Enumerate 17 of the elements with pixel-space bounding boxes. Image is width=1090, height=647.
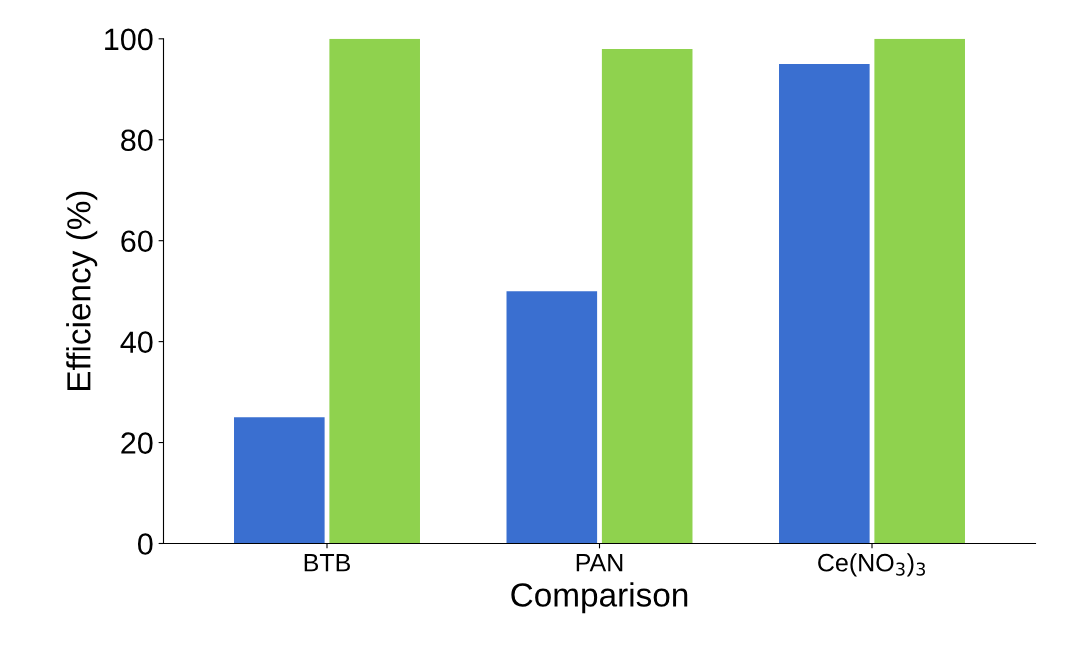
bar — [234, 417, 325, 544]
y-tick-label: 80 — [121, 129, 153, 152]
y-tick-label: 40 — [120, 331, 153, 353]
x-tick-label: Ce(NO$_{3}$)$_{3}$ — [818, 553, 926, 577]
y-tick-label: 100 — [105, 28, 153, 51]
x-axis-title: Comparison — [511, 582, 688, 614]
bar — [506, 291, 598, 544]
y-tick-label: 60 — [121, 230, 153, 253]
y-tick-label: 20 — [121, 432, 153, 454]
y-tick-label: 0 — [137, 533, 153, 555]
bar — [874, 38, 965, 544]
x-tick-label: PAN — [576, 554, 623, 572]
bar — [601, 48, 693, 544]
y-axis-title: Efficiency (%) — [66, 191, 98, 390]
bar — [779, 64, 870, 544]
bar — [329, 38, 420, 544]
x-tick-label: BTB — [304, 554, 350, 572]
